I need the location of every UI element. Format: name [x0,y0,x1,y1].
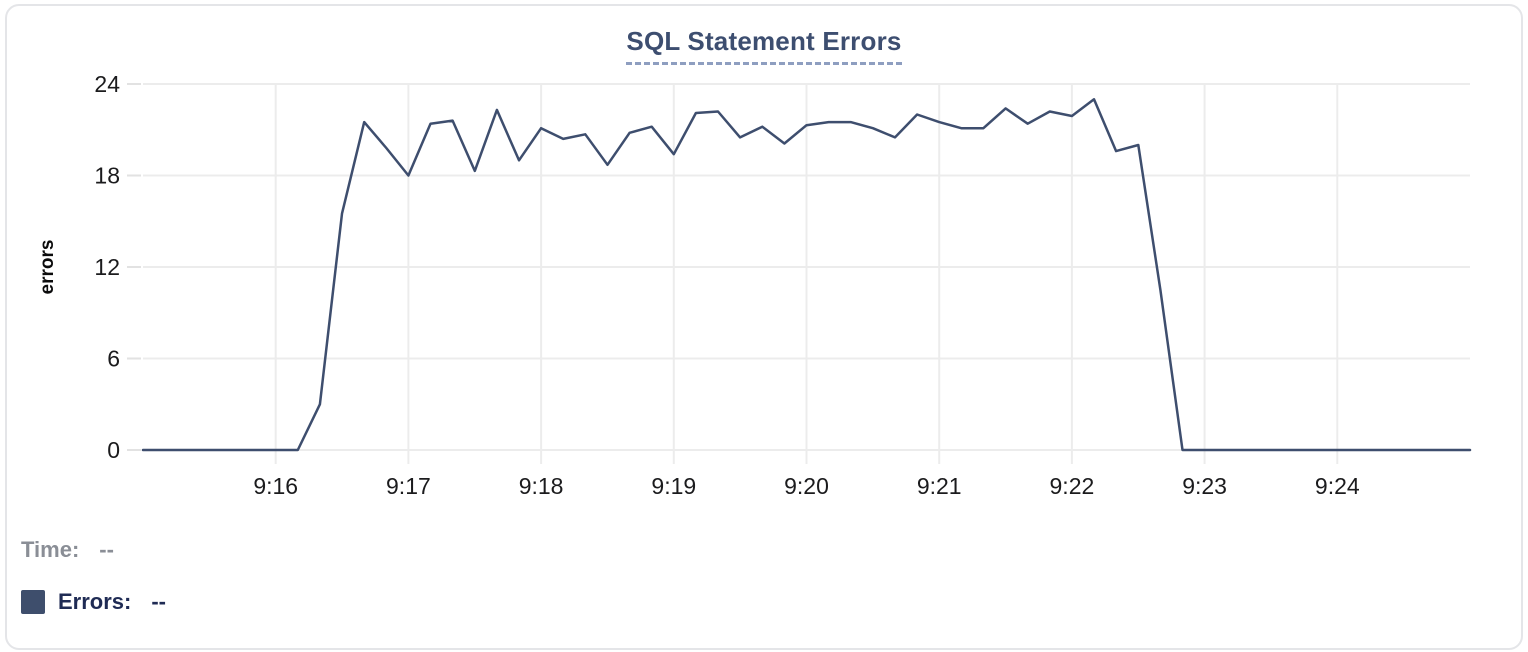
svg-text:18: 18 [94,163,120,189]
svg-text:9:16: 9:16 [253,473,298,499]
svg-text:9:22: 9:22 [1050,473,1095,499]
svg-text:6: 6 [107,346,120,372]
svg-text:9:19: 9:19 [651,473,696,499]
svg-text:12: 12 [94,254,120,280]
legend-time-row: Time: -- [21,537,166,563]
chart-legend: Time: -- Errors: -- [21,537,166,615]
svg-text:9:23: 9:23 [1182,473,1227,499]
svg-text:9:17: 9:17 [386,473,431,499]
x-axis-labels: 9:16 9:17 9:18 9:19 9:20 9:21 9:22 9:23 9:24 [253,473,1360,499]
errors-value: -- [151,589,167,614]
svg-text:24: 24 [94,71,120,97]
svg-text:9:24: 9:24 [1315,473,1360,499]
gridlines [127,83,1470,464]
chart-card [5,4,1523,650]
time-label: Time: [21,537,80,562]
chart-title[interactable]: SQL Statement Errors [626,26,902,65]
svg-text:9:20: 9:20 [784,473,829,499]
svg-text:9:18: 9:18 [519,473,564,499]
errors-line-chart[interactable]: 0 6 12 18 24 9:16 9:17 9:18 9:19 9:20 9:21 9:22 9:23… [0,0,1528,512]
errors-series-line [141,98,1472,452]
svg-text:0: 0 [107,437,120,463]
errors-label: Errors: [58,589,132,614]
errors-series-swatch-icon [21,590,45,614]
svg-text:9:21: 9:21 [917,473,962,499]
time-value: -- [99,537,114,562]
y-axis-labels: 0 6 12 18 24 [94,71,120,463]
chart-header: SQL Statement Errors [0,26,1528,65]
legend-errors-row: Errors: -- [21,589,166,615]
